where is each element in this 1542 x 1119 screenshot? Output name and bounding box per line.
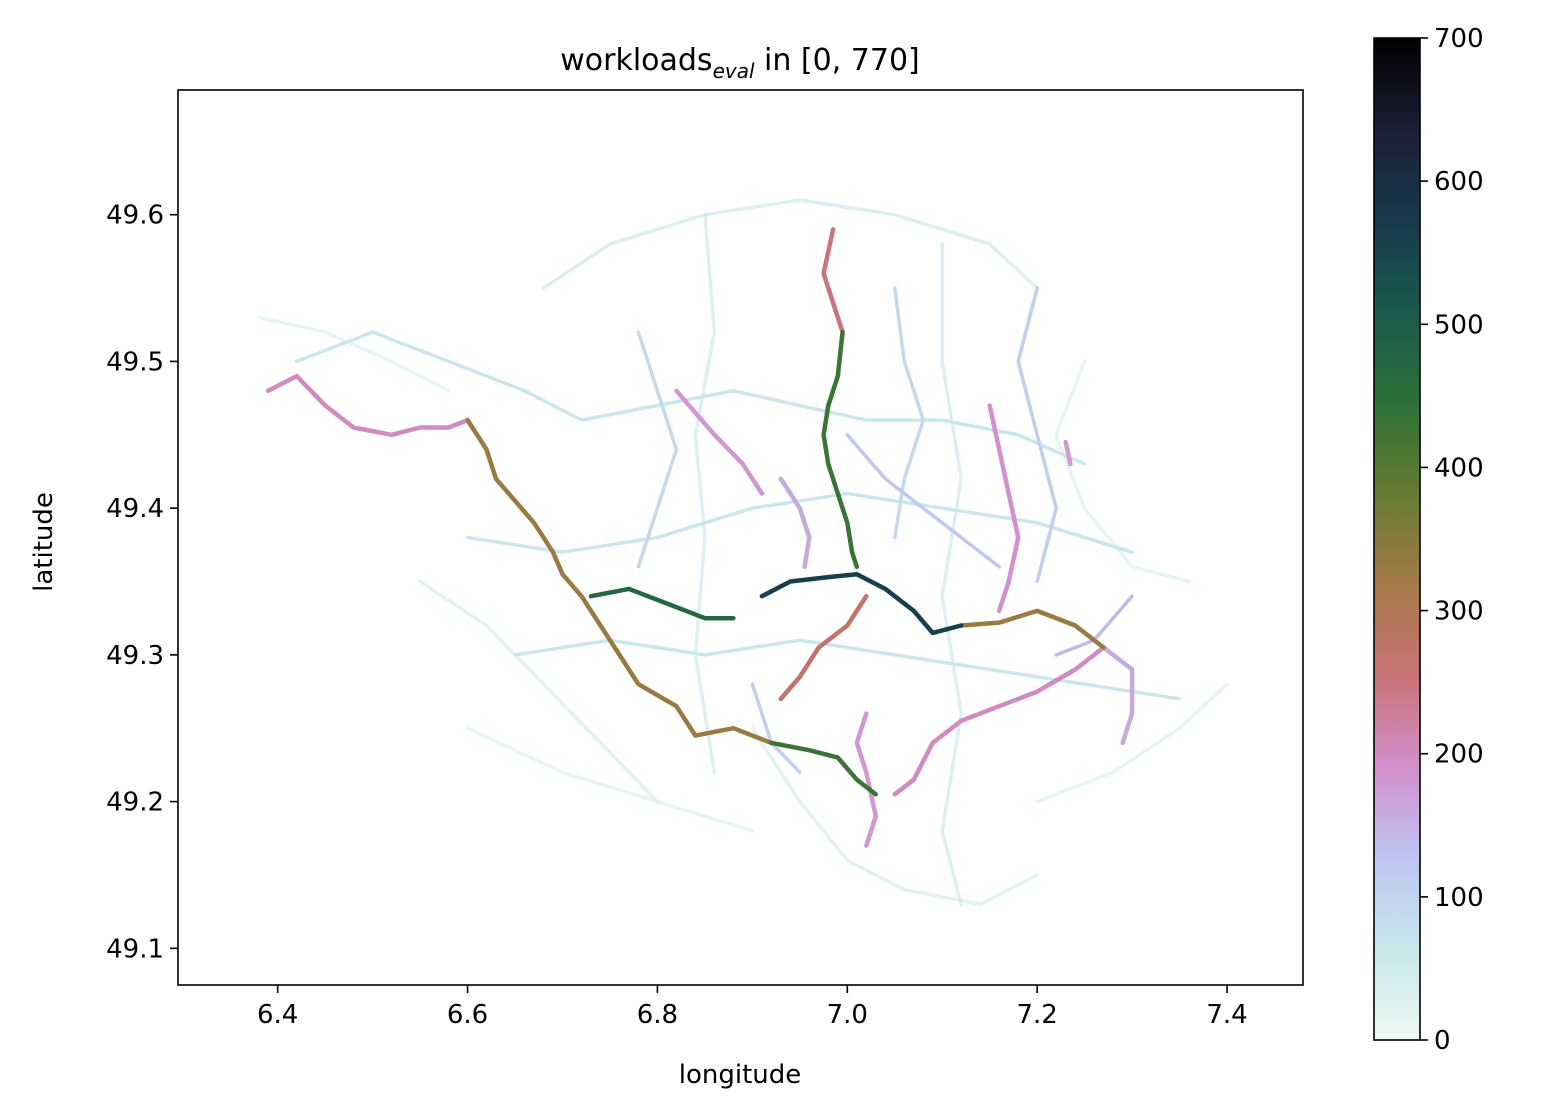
chart-title: workloadseval in [0, 770]	[560, 43, 920, 83]
route-segment	[845, 433, 1001, 569]
route-segment	[1054, 359, 1191, 584]
route-segment	[821, 227, 845, 335]
chart-title-rest: in [0, 770]	[755, 43, 920, 78]
route-segment	[893, 286, 926, 540]
y-tick-label: 49.1	[106, 934, 164, 964]
route-segment	[778, 476, 812, 570]
route-segment	[541, 198, 1039, 290]
route-segment	[778, 593, 869, 702]
route-segment	[1016, 286, 1058, 584]
route-segment	[418, 579, 660, 804]
route-segment	[892, 645, 1106, 797]
x-tick-label: 7.0	[827, 1000, 868, 1030]
route-segment	[588, 586, 736, 621]
x-tick-label: 7.2	[1016, 1000, 1057, 1030]
route-segment	[1063, 439, 1073, 467]
route-segment	[750, 682, 802, 775]
y-tick-label: 49.5	[106, 347, 164, 377]
x-tick-label: 6.8	[637, 1000, 678, 1030]
route-segment	[958, 608, 1106, 650]
route-segment	[987, 403, 1021, 614]
colorbar-tick-label: 700	[1434, 24, 1484, 54]
routes-layer	[256, 198, 1229, 907]
colorbar-tick-label: 100	[1434, 883, 1484, 913]
route-segment	[1035, 682, 1229, 804]
route-segment	[636, 330, 679, 569]
route-segment	[513, 638, 1182, 701]
route-segment	[294, 330, 1087, 466]
colorbar-tick-label: 600	[1434, 167, 1484, 197]
x-axis-ticks: 6.4 6.6 6.8 7.0 7.2 7.4	[257, 985, 1248, 1030]
y-axis-ticks: 49.1 49.2 49.3 49.4 49.5 49.6	[106, 201, 178, 964]
route-segment	[821, 329, 860, 570]
chart-title-main: workloads	[560, 43, 712, 78]
colorbar-tick-label: 200	[1434, 740, 1484, 770]
plot-frame	[177, 89, 1304, 986]
route-segment	[693, 212, 717, 775]
colorbar-ticks: 0 100 200 300 400 500 600 700	[1420, 24, 1484, 1056]
route-segment	[750, 726, 1039, 907]
y-tick-label: 49.4	[106, 494, 164, 524]
colorbar-tick-label: 0	[1434, 1026, 1451, 1056]
route-segment	[256, 315, 451, 393]
route-segment	[674, 388, 765, 496]
route-segment	[1101, 645, 1135, 746]
route-segment	[769, 740, 879, 797]
route-segment	[759, 571, 964, 636]
x-tick-label: 6.6	[447, 1000, 488, 1030]
route-segment	[940, 242, 963, 907]
route-segment	[854, 711, 879, 848]
y-tick-label: 49.2	[106, 788, 164, 818]
colorbar-tick-label: 500	[1434, 310, 1484, 340]
chart-title-subscript: eval	[713, 59, 755, 83]
y-tick-label: 49.6	[106, 201, 164, 231]
x-tick-label: 6.4	[257, 1000, 298, 1030]
x-tick-label: 7.4	[1206, 1000, 1247, 1030]
colorbar-tick-label: 400	[1434, 453, 1484, 483]
y-axis-label: latitude	[29, 492, 59, 592]
colorbar	[1373, 37, 1421, 1041]
route-segment	[465, 726, 755, 833]
x-axis-label: longitude	[679, 1060, 802, 1090]
route-segment	[465, 491, 1134, 554]
colorbar-tick-label: 300	[1434, 597, 1484, 627]
route-segment	[265, 373, 470, 438]
route-segment	[465, 417, 774, 746]
y-tick-label: 49.3	[106, 641, 164, 671]
route-segment	[1054, 594, 1134, 657]
